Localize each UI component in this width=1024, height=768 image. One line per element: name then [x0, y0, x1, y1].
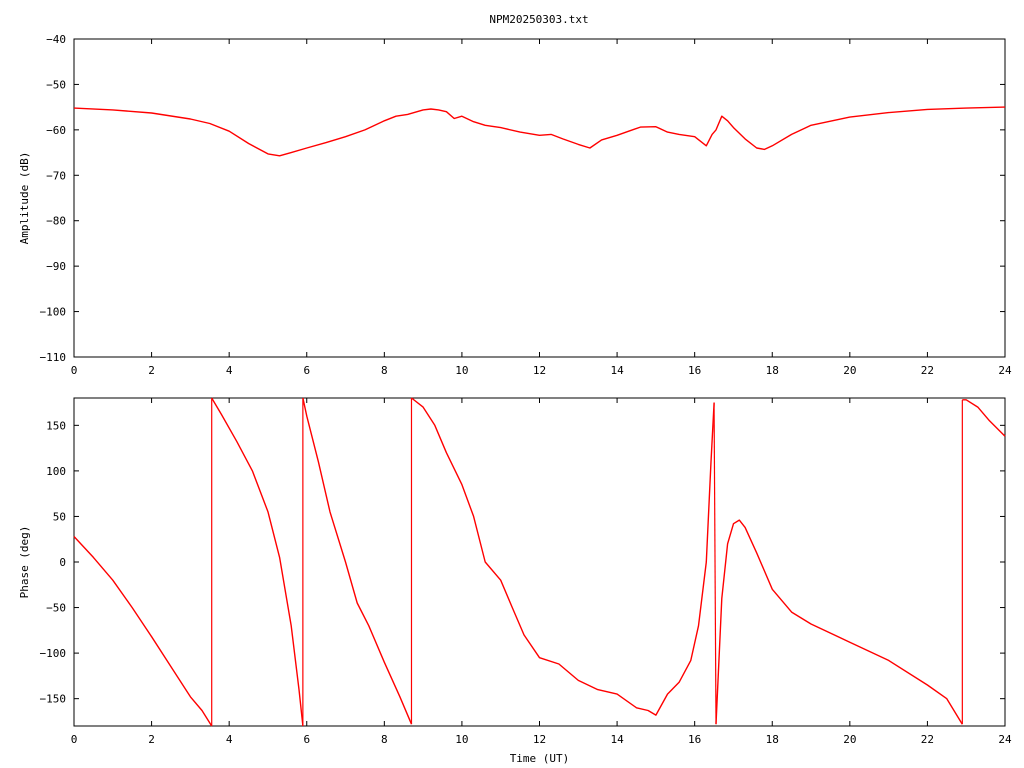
chart-title: NPM20250303.txt — [489, 13, 588, 26]
phase-y-tick-label: 150 — [46, 419, 66, 432]
amplitude-panel: 0 2 4 6 8 10 12 14 16 18 20 22 24−40−50−60−70−80−90−… — [18, 33, 1012, 377]
phase-x-tick-label: 24 — [998, 733, 1012, 746]
phase-x-tick-label: 6 — [303, 733, 310, 746]
amplitude-y-tick-label: −40 — [46, 33, 66, 46]
phase-x-tick-label: 8 — [381, 733, 388, 746]
phase-x-axis-label: Time (UT) — [510, 752, 570, 765]
amplitude-x-tick-label: 8 — [381, 364, 388, 377]
phase-x-tick-label: 0 — [71, 733, 78, 746]
phase-y-tick-label: 100 — [46, 465, 66, 478]
amplitude-x-tick-label: 22 — [921, 364, 934, 377]
amplitude-y-tick-label: −80 — [46, 215, 66, 228]
amplitude-y-axis-label: Amplitude (dB) — [18, 152, 31, 245]
amplitude-y-tick-label: −100 — [40, 306, 67, 319]
phase-panel: 0 2 4 6 8 10 12 14 16 18 20 22 24150100500−50−100−15… — [18, 397, 1012, 765]
phase-phase-wrap-line — [713, 402, 717, 725]
amplitude-x-tick-label: 4 — [226, 364, 233, 377]
phase-x-tick-label: 14 — [610, 733, 624, 746]
phase-series-line-3 — [411, 397, 715, 716]
phase-x-tick-label: 22 — [921, 733, 934, 746]
amplitude-x-tick-label: 6 — [303, 364, 310, 377]
phase-x-tick-label: 20 — [843, 733, 856, 746]
amplitude-x-tick-label: 10 — [455, 364, 468, 377]
phase-x-tick-label: 18 — [766, 733, 779, 746]
phase-y-tick-label: −50 — [46, 602, 66, 615]
amplitude-series-line-0 — [73, 106, 1006, 157]
phase-y-tick-label: −100 — [40, 647, 67, 660]
phase-series-line-5 — [962, 399, 1006, 437]
phase-x-tick-label: 12 — [533, 733, 546, 746]
amplitude-y-tick-label: −60 — [46, 124, 66, 137]
amplitude-x-tick-label: 12 — [533, 364, 546, 377]
phase-x-tick-label: 10 — [455, 733, 468, 746]
phase-y-tick-label: 0 — [59, 556, 66, 569]
phase-series-line-2 — [302, 397, 413, 725]
phase-y-axis-label: Phase (deg) — [18, 526, 31, 599]
phase-x-tick-label: 2 — [148, 733, 155, 746]
amplitude-x-tick-label: 14 — [610, 364, 624, 377]
amplitude-x-tick-label: 20 — [843, 364, 856, 377]
amplitude-y-tick-label: −90 — [46, 260, 66, 273]
amplitude-x-tick-label: 18 — [766, 364, 779, 377]
amplitude-x-tick-label: 0 — [71, 364, 78, 377]
phase-y-tick-label: 50 — [53, 510, 66, 523]
amplitude-y-tick-label: −110 — [40, 351, 67, 364]
amplitude-y-tick-label: −70 — [46, 169, 66, 182]
phase-plot-frame — [73, 397, 1006, 727]
phase-series-line-0 — [73, 536, 213, 727]
phase-y-tick-label: −150 — [40, 693, 67, 706]
amplitude-plot-frame — [73, 38, 1006, 358]
amplitude-x-tick-label: 2 — [148, 364, 155, 377]
phase-x-tick-label: 16 — [688, 733, 701, 746]
phase-series-line-1 — [211, 397, 304, 727]
amplitude-x-tick-label: 24 — [998, 364, 1012, 377]
phase-x-tick-label: 4 — [226, 733, 233, 746]
amplitude-x-tick-label: 16 — [688, 364, 701, 377]
phase-series-line-4 — [715, 519, 963, 725]
amplitude-y-tick-label: −50 — [46, 78, 66, 91]
